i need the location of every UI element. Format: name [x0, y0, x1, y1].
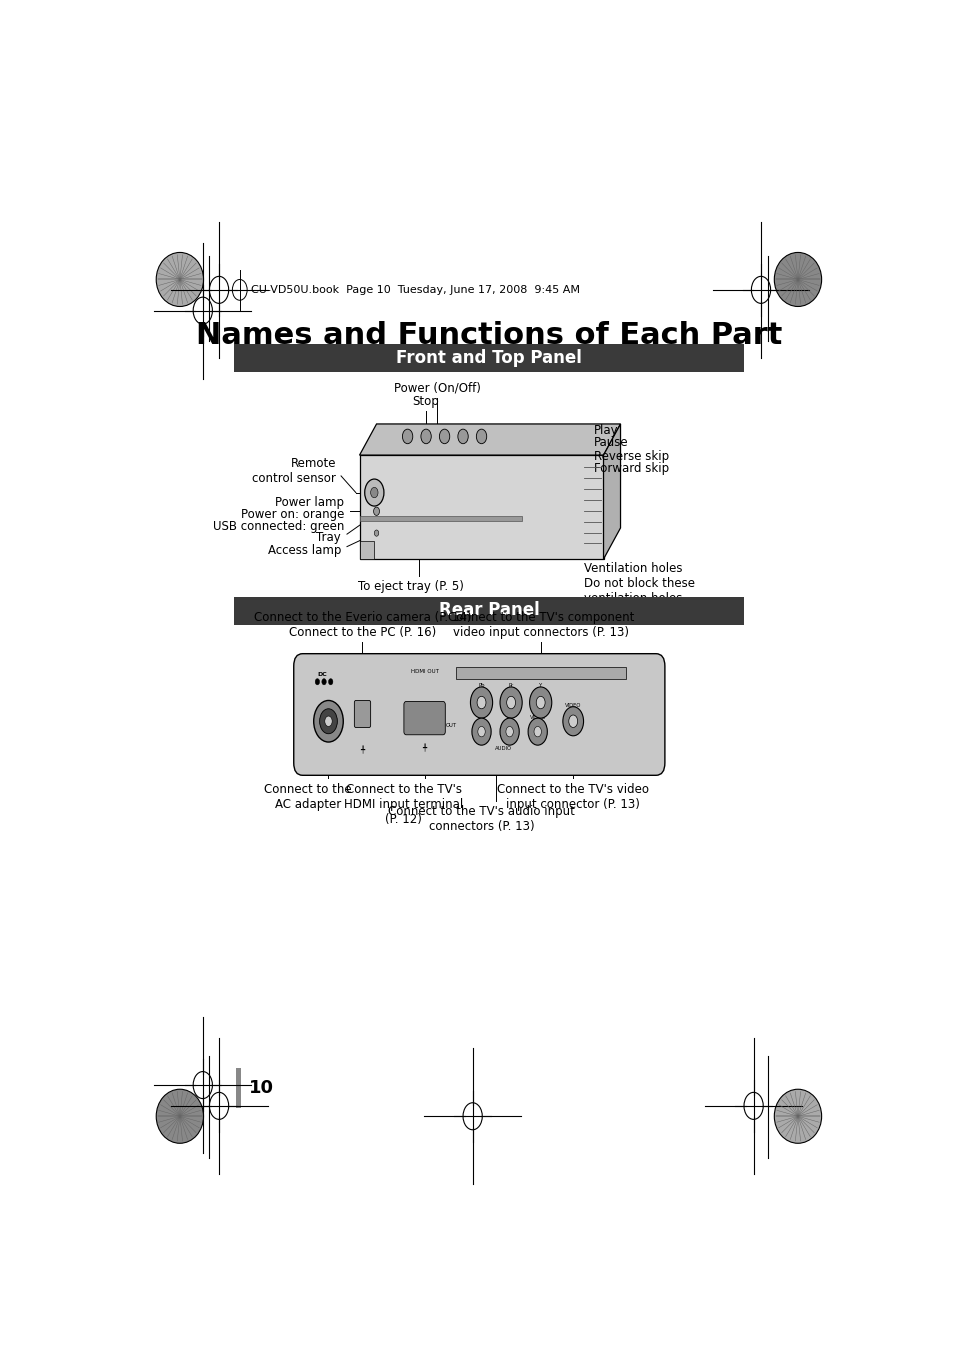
Text: Connect to the Everio camera (P. 14)
Connect to the PC (P. 16): Connect to the Everio camera (P. 14) Con… [253, 612, 471, 639]
Circle shape [374, 508, 379, 516]
Circle shape [505, 726, 513, 737]
Circle shape [568, 716, 577, 728]
FancyBboxPatch shape [235, 1068, 241, 1108]
Text: USB connected: green: USB connected: green [213, 520, 344, 533]
Text: To eject tray (P. 5): To eject tray (P. 5) [358, 580, 464, 593]
FancyBboxPatch shape [294, 653, 664, 775]
Circle shape [314, 679, 319, 684]
Text: Pause: Pause [594, 436, 628, 450]
Text: DC: DC [317, 672, 327, 676]
Circle shape [499, 718, 518, 745]
Text: Y: Y [538, 683, 541, 688]
Text: Pb: Pb [477, 683, 484, 688]
Circle shape [439, 429, 449, 444]
Text: Connect to the TV's component
video input connectors (P. 13): Connect to the TV's component video inpu… [448, 612, 634, 639]
Text: Connect to the TV's audio input
connectors (P. 13): Connect to the TV's audio input connecto… [388, 806, 575, 833]
Circle shape [319, 709, 337, 734]
Circle shape [477, 726, 485, 737]
FancyBboxPatch shape [456, 667, 626, 679]
FancyBboxPatch shape [359, 517, 521, 521]
Circle shape [364, 479, 383, 506]
FancyBboxPatch shape [233, 597, 743, 625]
Circle shape [328, 679, 333, 684]
Circle shape [420, 429, 431, 444]
Text: Pr: Pr [508, 683, 514, 688]
Text: Tray: Tray [316, 531, 341, 544]
Circle shape [476, 697, 485, 709]
Text: HDMI OUT: HDMI OUT [410, 668, 438, 674]
Polygon shape [359, 455, 603, 559]
Text: 10: 10 [249, 1079, 274, 1098]
Circle shape [321, 679, 326, 684]
Text: R: R [479, 714, 483, 720]
Circle shape [457, 429, 468, 444]
Text: VIDEO: VIDEO [564, 703, 580, 709]
Text: Remote
control sensor: Remote control sensor [252, 456, 335, 485]
Text: Connect to the TV's video
input connector (P. 13): Connect to the TV's video input connecto… [497, 783, 649, 810]
Polygon shape [359, 541, 374, 559]
Circle shape [562, 706, 583, 736]
Circle shape [528, 718, 547, 745]
Text: Play: Play [594, 424, 618, 436]
Text: AUDIO: AUDIO [495, 745, 512, 751]
Text: ╇: ╇ [422, 744, 426, 752]
Text: Stop: Stop [413, 396, 439, 408]
Text: OUT: OUT [445, 722, 456, 728]
Text: Front and Top Panel: Front and Top Panel [395, 348, 581, 367]
FancyBboxPatch shape [354, 701, 370, 728]
Text: VIDEO: VIDEO [529, 714, 545, 720]
Circle shape [529, 687, 551, 718]
Text: CU-VD50U.book  Page 10  Tuesday, June 17, 2008  9:45 AM: CU-VD50U.book Page 10 Tuesday, June 17, … [251, 285, 579, 294]
Ellipse shape [774, 1089, 821, 1143]
Text: Names and Functions of Each Part: Names and Functions of Each Part [195, 321, 781, 350]
Circle shape [506, 697, 515, 709]
Circle shape [314, 701, 343, 742]
Ellipse shape [774, 252, 821, 306]
Circle shape [472, 718, 491, 745]
Text: Connect to the
AC adapter: Connect to the AC adapter [264, 783, 352, 810]
Circle shape [324, 716, 332, 726]
Text: Forward skip: Forward skip [594, 462, 668, 475]
Polygon shape [359, 424, 619, 455]
FancyBboxPatch shape [403, 702, 445, 734]
Text: Reverse skip: Reverse skip [594, 450, 668, 463]
Text: L: L [508, 714, 511, 720]
Ellipse shape [156, 252, 203, 306]
Circle shape [470, 687, 492, 718]
Text: Ventilation holes
Do not block these
ventilation holes.: Ventilation holes Do not block these ven… [583, 562, 694, 605]
Text: Rear Panel: Rear Panel [438, 601, 538, 620]
FancyBboxPatch shape [233, 344, 743, 373]
Text: Power (On/Off): Power (On/Off) [394, 382, 480, 394]
Circle shape [402, 429, 413, 444]
Circle shape [370, 487, 377, 498]
Text: Access lamp: Access lamp [268, 544, 341, 558]
Circle shape [476, 429, 486, 444]
Ellipse shape [156, 1089, 203, 1143]
Text: ╇: ╇ [360, 747, 364, 755]
Circle shape [374, 531, 378, 536]
Circle shape [499, 687, 521, 718]
Text: Connect to the TV's
HDMI input terminal
(P. 12): Connect to the TV's HDMI input terminal … [344, 783, 463, 826]
Circle shape [536, 697, 544, 709]
Circle shape [534, 726, 541, 737]
Text: COMPONENT VIDEO OUT: COMPONENT VIDEO OUT [509, 670, 573, 675]
Text: Power lamp: Power lamp [274, 497, 344, 509]
Polygon shape [603, 424, 619, 559]
Text: Power on: orange: Power on: orange [240, 508, 344, 521]
